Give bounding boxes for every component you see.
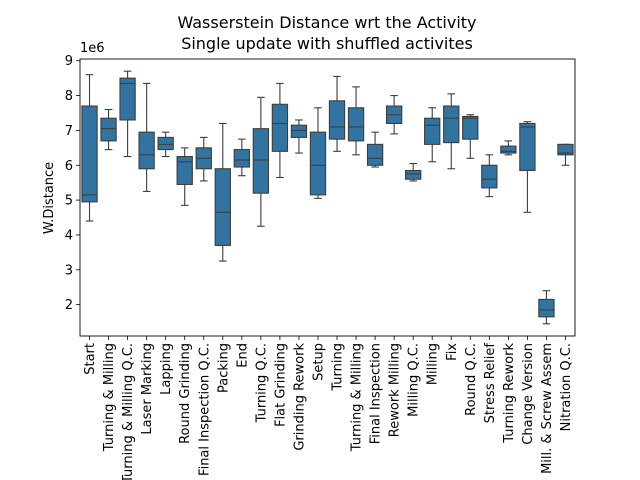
y-tick-label-2: 4: [65, 228, 73, 243]
x-tick-label-20: Round Q.C.: [464, 343, 479, 416]
box-18: [424, 117, 441, 145]
x-tick-label-10: Flat Grinding: [273, 343, 288, 427]
box-21: [481, 164, 498, 189]
y-tick-label-5: 7: [65, 124, 73, 139]
box-13: [328, 100, 346, 140]
box-15: [366, 143, 384, 166]
box-19: [443, 105, 460, 144]
box-1: [100, 117, 117, 142]
x-tick-label-13: Turning: [331, 343, 346, 392]
x-tick-label-25: Nitration Q.C.: [559, 343, 574, 431]
box-7: [214, 168, 231, 246]
x-tick-label-23: Change Version: [521, 343, 536, 445]
y-axis-label: W.Distance: [42, 162, 57, 234]
y-multiplier-label: 1e6: [80, 41, 105, 56]
y-tick-label-0: 2: [65, 298, 73, 313]
x-tick-label-12: Setup: [311, 343, 326, 381]
x-tick-label-0: Start: [83, 343, 98, 375]
x-tick-label-15: Final Inspection: [369, 343, 384, 444]
x-tick-label-4: Lapping: [159, 343, 174, 395]
x-tick-label-6: Final Inspection Q.C.: [197, 343, 212, 476]
box-23: [519, 122, 536, 172]
x-tick-label-3: Laser Marking: [140, 343, 155, 435]
x-tick-label-14: Turning & Milling: [350, 343, 365, 452]
box-11: [290, 124, 308, 138]
box-8: [233, 149, 250, 168]
box-22: [500, 145, 517, 154]
box-14: [347, 107, 365, 142]
box-20: [462, 115, 479, 140]
box-24: [538, 298, 555, 318]
x-tick-label-24: Mill. & Screw Assem: [540, 343, 555, 474]
box-12: [309, 131, 327, 196]
box-25: [557, 143, 574, 156]
x-tick-label-1: Turning & Milling: [102, 343, 117, 452]
box-9: [252, 128, 270, 194]
box-17: [405, 169, 422, 180]
y-tick-label-4: 6: [65, 159, 73, 174]
chart-subtitle: Single update with shuffled activites: [181, 34, 473, 53]
y-tick-label-7: 9: [65, 54, 73, 69]
chart-title: Wasserstein Distance wrt the Activity: [177, 13, 476, 32]
plot-area: 2 3 4 5 6 7 8 9 Start Turning & Milling Turning & …: [65, 54, 576, 480]
x-tick-label-7: Packing: [216, 343, 231, 393]
x-tick-label-8: End: [235, 343, 250, 368]
x-tick-label-19: Fix: [445, 343, 460, 361]
x-tick-label-5: Round Grinding: [178, 343, 193, 444]
x-tick-label-16: Rework Milling: [388, 343, 403, 437]
x-tick-label-18: Milling: [426, 343, 441, 385]
box-2: [119, 77, 136, 121]
box-10: [271, 103, 289, 152]
box-3: [138, 131, 155, 170]
y-tick-label-6: 8: [65, 89, 73, 104]
box-0: [81, 105, 98, 203]
box-5: [176, 156, 193, 185]
y-tick-label-1: 3: [65, 263, 73, 278]
x-tick-label-2: Turning & Milling Q.C.: [121, 343, 136, 480]
axes-frame: [79, 58, 576, 337]
x-tick-label-22: Turning Rework: [502, 343, 517, 444]
x-tick-label-9: Turning Q.C.: [254, 343, 269, 423]
x-tick-label-17: Milling Q.C.: [407, 343, 422, 417]
box-4: [157, 136, 174, 151]
x-tick-label-21: Stress Relief: [483, 343, 498, 424]
x-tick-label-11: Grinding Rework: [292, 343, 307, 451]
y-tick-label-3: 5: [65, 194, 73, 209]
